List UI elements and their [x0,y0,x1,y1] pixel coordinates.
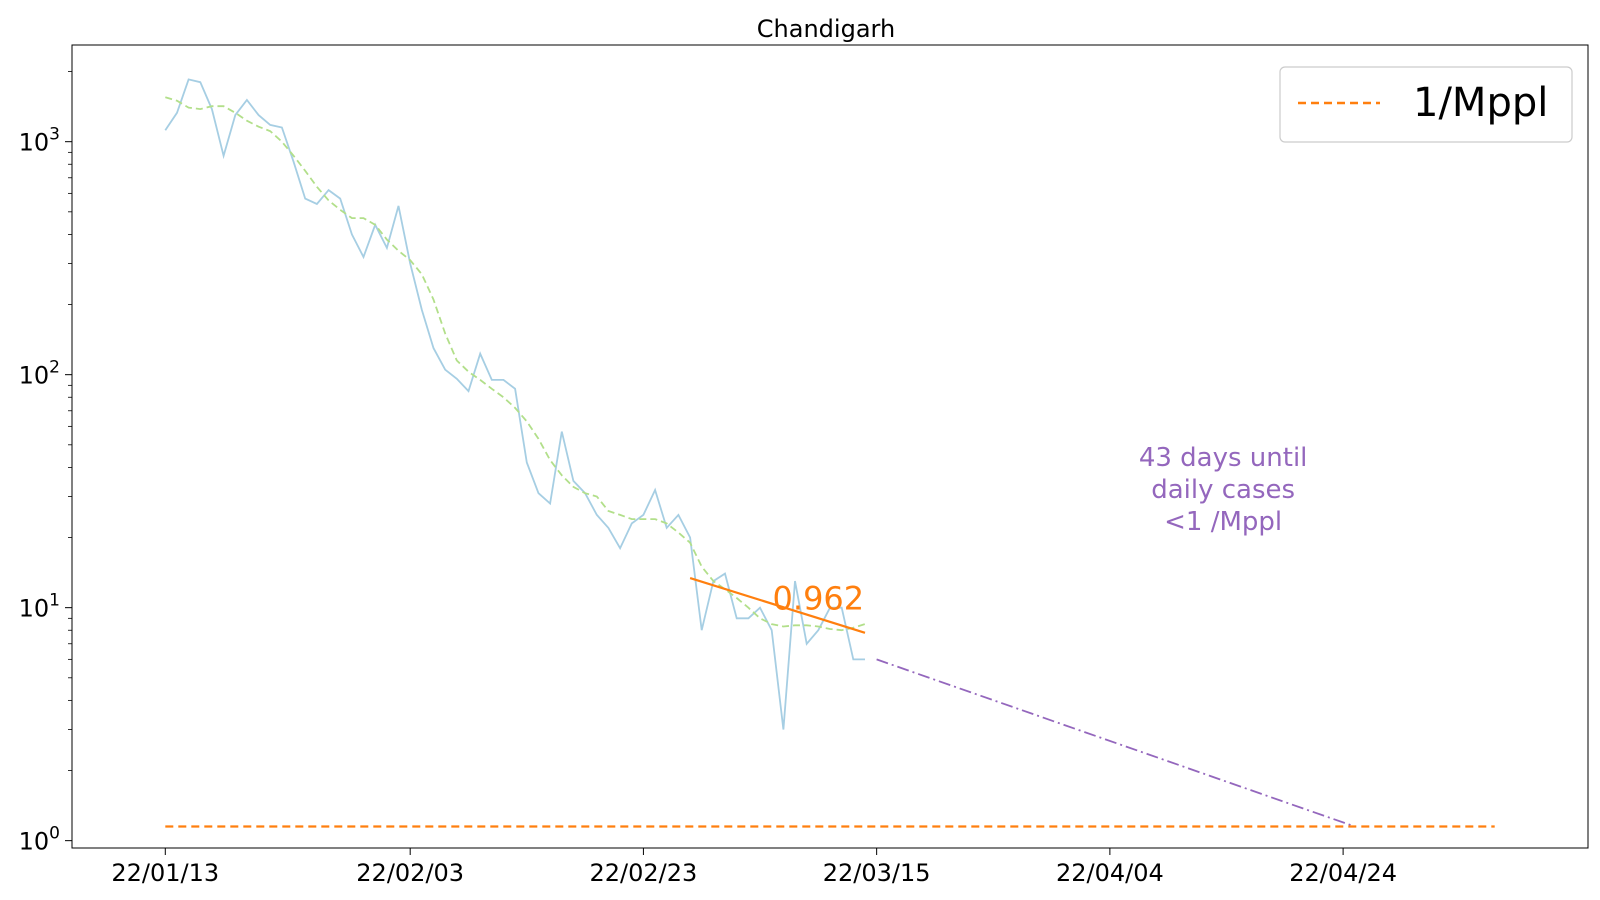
legend-label: 1/Mppl [1413,80,1548,126]
annotation-projection-line-1: 43 days until [1139,443,1308,473]
y-tick-label: 102 [19,358,60,390]
series-line-fit [689,577,866,634]
series-line-7-day-average [165,96,866,632]
x-tick-label: 22/04/24 [1289,859,1397,887]
annotation-projection-line-3: <1 /Mppl [1164,507,1282,537]
annotation-fit-label: 0.962 [773,580,865,618]
series-line-projection [876,658,1356,828]
y-tick-label: 101 [19,591,60,623]
y-tick-label: 100 [19,824,60,856]
x-tick-label: 22/03/15 [823,859,931,887]
x-tick-label: 22/04/04 [1056,859,1164,887]
chart-title: Chandigarh [757,15,895,43]
plot-frame [71,44,1589,849]
annotation-projection-line-2: daily cases [1151,475,1295,505]
y-tick-label: 103 [19,125,60,157]
x-tick-label: 22/02/23 [590,859,698,887]
x-tick-label: 22/02/03 [356,859,464,887]
series-line-daily [164,78,865,730]
legend-box [1279,66,1573,143]
x-tick-label: 22/01/13 [111,859,219,887]
